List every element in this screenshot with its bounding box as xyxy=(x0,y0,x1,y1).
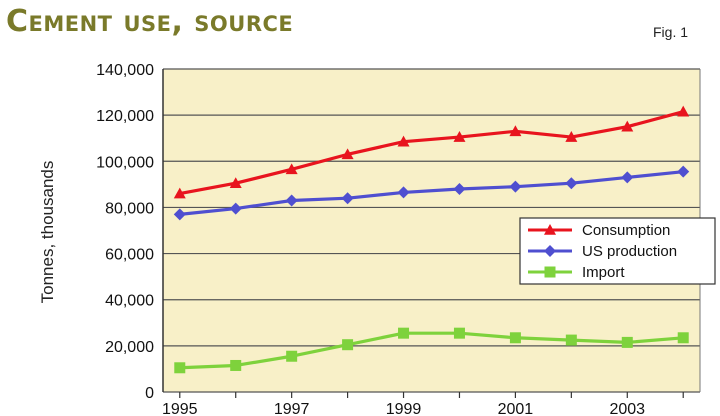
x-tick-label: 1997 xyxy=(274,401,310,416)
series-group xyxy=(173,105,690,374)
consumption-point xyxy=(229,177,242,189)
consumption-point xyxy=(173,187,186,199)
import-point xyxy=(342,339,354,351)
us-production-point xyxy=(285,194,298,207)
consumption-point xyxy=(341,148,354,160)
y-axis-ticks: 0 20,000 40,000 60,000 80,000 100,000 120,000 1… xyxy=(96,62,154,402)
legend-swatch-marker xyxy=(544,224,556,235)
consumption-point xyxy=(565,131,578,142)
us-production-point xyxy=(397,186,410,199)
import-point xyxy=(174,362,186,374)
us-production-point xyxy=(509,180,522,193)
y-tick-label: 0 xyxy=(145,385,154,402)
gridlines xyxy=(162,68,701,393)
consumption-point xyxy=(453,131,466,142)
us-production-line xyxy=(179,170,684,216)
y-tick-label: 20,000 xyxy=(105,339,154,356)
legend-swatch-marker xyxy=(544,245,556,257)
import-point xyxy=(453,327,465,339)
series-consumption xyxy=(173,105,690,199)
legend-label: Import xyxy=(582,264,625,281)
import-point xyxy=(230,359,242,371)
us-production-point xyxy=(621,171,634,184)
import-line xyxy=(179,331,684,370)
x-tick-label: 1999 xyxy=(386,401,422,416)
us-production-point xyxy=(453,182,466,195)
us-production-point xyxy=(229,202,242,215)
x-tick-label: 2001 xyxy=(498,401,534,416)
legend-item: Import xyxy=(528,264,625,281)
y-tick-label: 40,000 xyxy=(105,293,154,310)
figure-label: Fig. 1 xyxy=(653,24,689,40)
us-production-point xyxy=(677,165,690,178)
y-tick-label: 100,000 xyxy=(96,154,154,171)
consumption-point xyxy=(509,125,522,137)
import-point xyxy=(398,327,410,339)
chart-title: Cement use, source xyxy=(6,4,294,39)
legend: Consumption US production Import xyxy=(519,217,716,285)
consumption-line xyxy=(179,110,684,196)
x-tick-label: 2003 xyxy=(609,401,645,416)
us-production-point xyxy=(173,208,186,221)
import-point xyxy=(509,332,521,344)
legend-swatch-marker xyxy=(544,266,556,278)
series-us-production xyxy=(173,165,690,221)
x-tick-label: 1995 xyxy=(162,401,198,416)
consumption-point xyxy=(677,105,690,117)
legend-item: Consumption xyxy=(528,222,670,239)
consumption-point xyxy=(285,163,298,175)
us-production-point xyxy=(565,177,578,190)
series-import xyxy=(174,327,689,374)
consumption-point xyxy=(621,120,634,132)
import-point xyxy=(565,334,577,346)
import-point xyxy=(621,336,633,348)
us-production-point xyxy=(341,192,354,205)
legend-label: US production xyxy=(582,243,677,260)
legend-label: Consumption xyxy=(582,222,670,239)
y-tick-label: 140,000 xyxy=(96,62,154,79)
x-axis-ticks: 1995 1997 1999 2001 2003 xyxy=(162,392,684,416)
y-tick-label: 60,000 xyxy=(105,247,154,264)
import-point xyxy=(677,332,689,344)
import-point xyxy=(286,350,298,362)
y-tick-label: 80,000 xyxy=(105,200,154,217)
legend-item: US production xyxy=(528,243,677,260)
consumption-point xyxy=(397,135,410,147)
y-tick-label: 120,000 xyxy=(96,108,154,125)
